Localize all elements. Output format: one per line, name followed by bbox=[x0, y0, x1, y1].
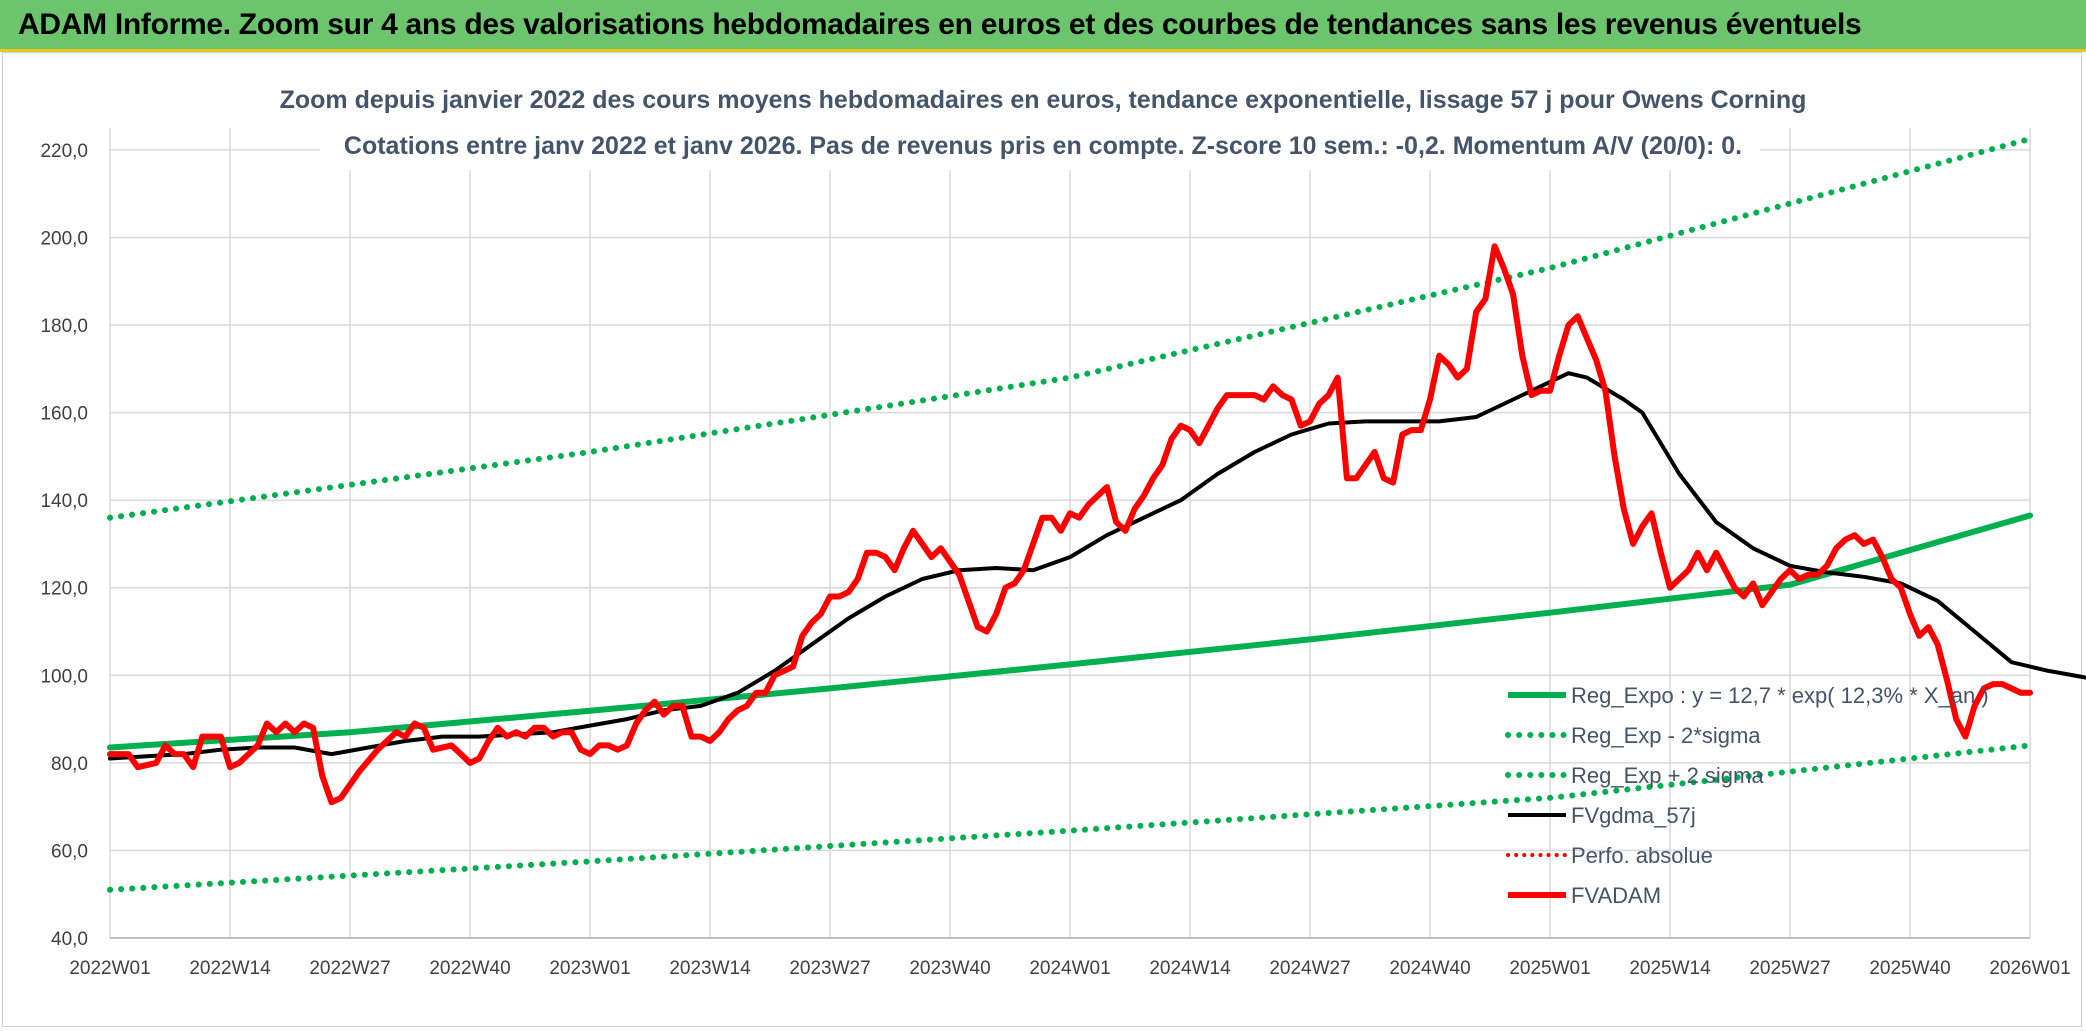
report-title: ADAM Informe. Zoom sur 4 ans des valoris… bbox=[18, 8, 1862, 41]
y-tick-label: 100,0 bbox=[40, 666, 88, 687]
chart-legend: Reg_Expo : y = 12,7 * exp( 12,3% * X_an … bbox=[1505, 683, 1989, 908]
x-tick-label: 2026W01 bbox=[1989, 958, 2070, 979]
y-tick-label: 180,0 bbox=[40, 316, 88, 337]
x-tick-label: 2022W14 bbox=[189, 958, 271, 979]
y-tick-label: 80,0 bbox=[51, 754, 88, 775]
x-axis: 2022W01 2022W14 2022W27 2022W40 2023W01 2023W… bbox=[69, 937, 2071, 979]
chart-series bbox=[107, 135, 2086, 893]
y-tick-label: 40,0 bbox=[51, 929, 88, 950]
x-tick-label: 2023W27 bbox=[789, 958, 870, 979]
legend-label-reg_expo: Reg_Expo : y = 12,7 * exp( 12,3% * X_an … bbox=[1571, 683, 1989, 708]
x-tick-label: 2024W01 bbox=[1029, 958, 1110, 979]
x-tick-label: 2023W01 bbox=[549, 958, 630, 979]
x-tick-label: 2024W27 bbox=[1269, 958, 1350, 979]
legend-label-reg_plus: Reg_Exp + 2 sigma bbox=[1571, 763, 1764, 788]
x-tick-label: 2025W14 bbox=[1629, 958, 1711, 979]
series-line-reg_expo bbox=[107, 512, 2033, 751]
chart-grid bbox=[109, 128, 2031, 939]
chart-subtitle: Cotations entre janv 2022 et janv 2026. … bbox=[344, 132, 1742, 160]
x-tick-label: 2024W14 bbox=[1149, 958, 1231, 979]
x-tick-label: 2025W40 bbox=[1869, 958, 1950, 979]
report-banner: ADAM Informe. Zoom sur 4 ans des valoris… bbox=[0, 0, 2086, 52]
x-tick-label: 2022W40 bbox=[429, 958, 510, 979]
x-tick-label: 2025W01 bbox=[1509, 958, 1590, 979]
y-tick-label: 200,0 bbox=[40, 228, 88, 249]
series-line-fvadam bbox=[107, 243, 2033, 806]
series-line-reg_plus bbox=[107, 135, 2033, 521]
legend-label-perfo: Perfo. absolue bbox=[1571, 843, 1713, 868]
y-tick-label: 120,0 bbox=[40, 579, 88, 600]
y-axis: 40,0 60,0 80,0 100,0 120,0 140,0 160,0 180,0 200… bbox=[40, 141, 88, 950]
x-tick-label: 2022W01 bbox=[69, 958, 150, 979]
title-background bbox=[320, 80, 1760, 170]
x-tick-label: 2023W14 bbox=[669, 958, 751, 979]
chart-title: Zoom depuis janvier 2022 des cours moyen… bbox=[280, 86, 1807, 114]
legend-label-fvgdma: FVgdma_57j bbox=[1571, 803, 1696, 828]
y-tick-label: 60,0 bbox=[51, 841, 88, 862]
y-tick-label: 220,0 bbox=[40, 141, 88, 162]
x-tick-label: 2023W40 bbox=[909, 958, 990, 979]
x-tick-label: 2025W27 bbox=[1749, 958, 1830, 979]
series-line-reg_minus bbox=[107, 742, 2033, 893]
chart-panel bbox=[2, 52, 2082, 1027]
legend-label-reg_minus: Reg_Exp - 2*sigma bbox=[1571, 723, 1761, 748]
y-tick-label: 160,0 bbox=[40, 404, 88, 425]
y-tick-label: 140,0 bbox=[40, 491, 88, 512]
legend-label-fvadam: FVADAM bbox=[1571, 883, 1661, 908]
x-tick-label: 2024W40 bbox=[1389, 958, 1470, 979]
x-tick-label: 2022W27 bbox=[309, 958, 390, 979]
